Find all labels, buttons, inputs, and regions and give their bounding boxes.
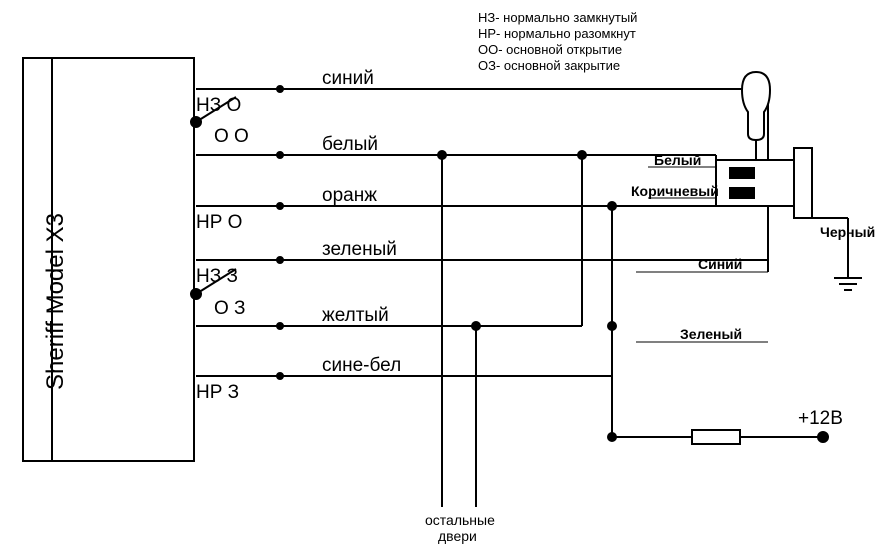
legend-np: НР- нормально разомкнут — [478, 26, 636, 41]
term-npz: НР З — [196, 382, 239, 404]
term-oo: О О — [214, 126, 249, 148]
act-blue: Синий — [698, 256, 742, 272]
wire-blue: синий — [322, 68, 374, 90]
module-title: Sheriff Model X3 — [42, 213, 70, 390]
wire-green: зеленый — [322, 239, 397, 261]
act-white: Белый — [654, 152, 701, 168]
legend-nz: НЗ- нормально замкнутый — [478, 10, 637, 25]
wire-orange: оранж — [322, 185, 377, 207]
act-brown: Коричневый — [631, 183, 719, 199]
legend-oo: ОО- основной открытие — [478, 42, 622, 57]
legend-oz: ОЗ- основной закрытие — [478, 58, 620, 73]
power-label: +12В — [798, 408, 843, 430]
wire-yellow: желтый — [322, 305, 389, 327]
wire-white: белый — [322, 134, 378, 156]
term-nzz: НЗ З — [196, 266, 238, 288]
term-nzo: НЗ О — [196, 95, 241, 117]
actuator — [716, 72, 812, 218]
term-npo: НР О — [196, 212, 242, 234]
wire-blue-white: сине-бел — [322, 355, 401, 377]
act-green: Зеленый — [680, 326, 742, 342]
term-oz: О З — [214, 298, 246, 320]
other-doors-2: двери — [438, 528, 477, 544]
act-black: Черный — [820, 224, 875, 240]
other-doors-1: остальные — [425, 512, 495, 528]
